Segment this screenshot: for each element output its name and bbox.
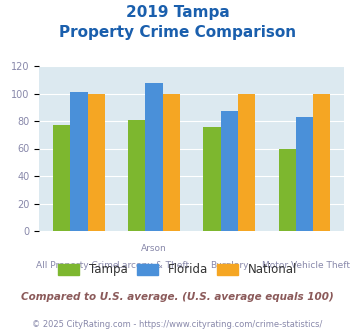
Legend: Tampa, Florida, National: Tampa, Florida, National [58,263,297,276]
Text: © 2025 CityRating.com - https://www.cityrating.com/crime-statistics/: © 2025 CityRating.com - https://www.city… [32,320,323,329]
Bar [146,82,163,231]
Bar [163,93,180,231]
Bar [128,120,146,231]
Text: Arson: Arson [141,244,166,253]
Text: Property Crime Comparison: Property Crime Comparison [59,25,296,40]
Bar [238,93,255,231]
Bar [313,93,331,231]
Text: Compared to U.S. average. (U.S. average equals 100): Compared to U.S. average. (U.S. average … [21,292,334,302]
Bar [279,148,296,231]
Bar [70,92,88,231]
Text: 2019 Tampa: 2019 Tampa [126,5,229,20]
Text: All Property Crime: All Property Crime [36,261,119,270]
Text: Larceny & Theft: Larceny & Theft [118,261,190,270]
Bar [88,93,105,231]
Bar [221,112,238,231]
Bar [296,117,313,231]
Text: Motor Vehicle Theft: Motor Vehicle Theft [262,261,350,270]
Bar [53,125,70,231]
Bar [203,126,221,231]
Text: Burglary: Burglary [211,261,249,270]
